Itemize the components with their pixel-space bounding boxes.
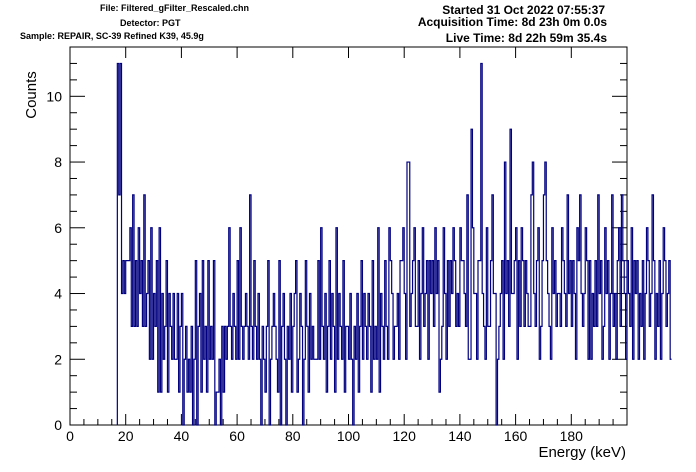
x-tick-label: 140 — [448, 428, 472, 444]
histogram-line — [116, 62, 672, 426]
acquisition-time-label: Acquisition Time: 8d 23h 0m 0.0s — [417, 15, 607, 29]
y-tick-label: 2 — [54, 351, 62, 367]
x-tick-label: 180 — [560, 428, 584, 444]
x-tick-label: 100 — [337, 428, 361, 444]
detector-label: Detector: PGT — [120, 18, 181, 28]
y-tick-label: 4 — [54, 286, 62, 302]
live-time-label: Live Time: 8d 22h 59m 35.4s — [445, 31, 607, 45]
axes: 0 20 40 60 80 100 120 140 160 180 0 2 4 6 8 10 — [46, 46, 628, 444]
x-tick-label: 160 — [504, 428, 528, 444]
histogram-series — [116, 62, 672, 426]
x-tick-label: 20 — [118, 428, 134, 444]
x-axis-label: Energy (keV) — [538, 444, 626, 461]
y-axis-label: Counts — [23, 71, 40, 119]
y-tick-label: 10 — [46, 88, 62, 104]
started-label: Started 31 Oct 2022 07:55:37 — [442, 3, 605, 17]
x-tick-label: 40 — [174, 428, 190, 444]
y-tick-label: 0 — [54, 417, 62, 433]
sample-label: Sample: REPAIR, SC-39 Refined K39, 45.9g — [20, 31, 204, 41]
file-label: File: Filtered_gFilter_Rescaled.chn — [100, 3, 250, 13]
x-tick-label: 120 — [393, 428, 417, 444]
x-tick-label: 80 — [285, 428, 301, 444]
x-tick-label: 0 — [66, 428, 74, 444]
y-tick-label: 6 — [54, 220, 62, 236]
x-tick-label: 60 — [229, 428, 245, 444]
y-tick-label: 8 — [54, 154, 62, 170]
